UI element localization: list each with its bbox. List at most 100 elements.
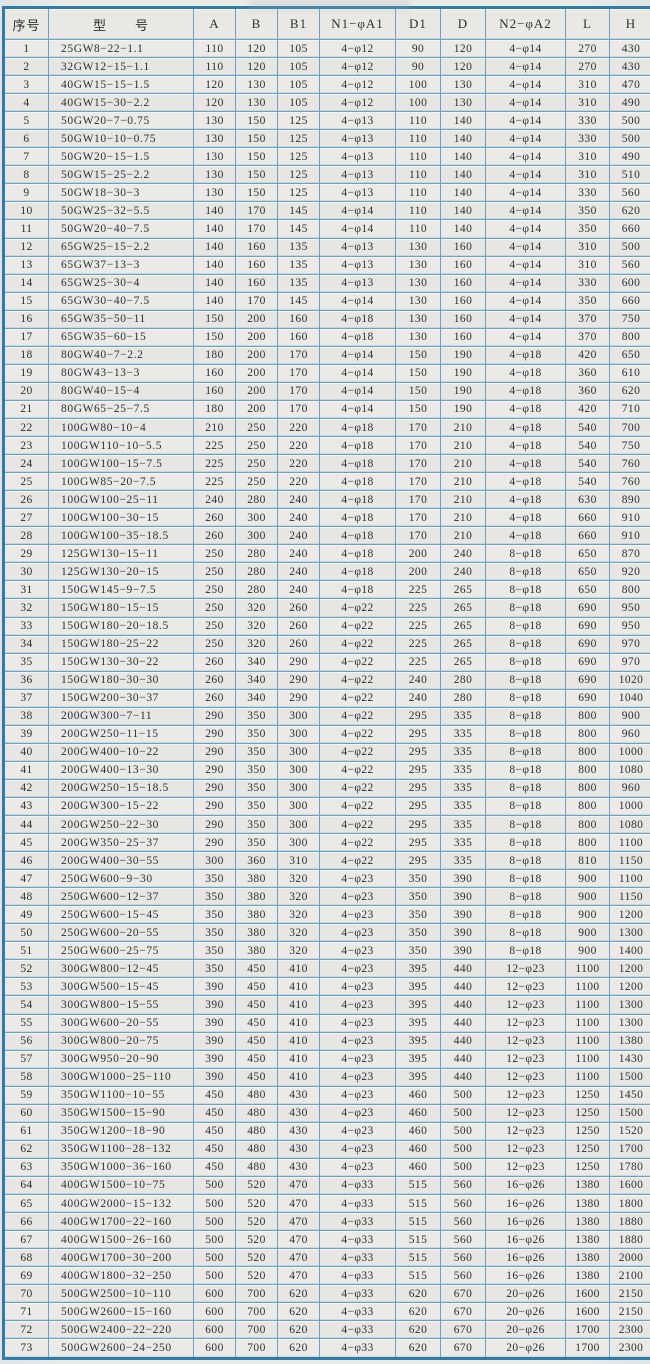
cell-value: 690 (565, 634, 610, 654)
cell-value: 4−φ14 (319, 381, 396, 401)
cell-value: 960 (609, 778, 650, 798)
cell-model: 300GW500−15−45 (48, 977, 194, 997)
cell-value: 295 (395, 796, 441, 817)
cell-value: 910 (609, 526, 650, 546)
cell-value: 160 (235, 255, 278, 275)
cell-value: 180 (193, 345, 236, 365)
cell-value: 4−φ22 (319, 833, 396, 853)
cell-value: 240 (277, 490, 320, 510)
cell-value: 600 (193, 1302, 236, 1322)
cell-value: 320 (277, 941, 320, 961)
cell-serial: 41 (3, 760, 49, 780)
cell-model: 300GW800−15−55 (48, 995, 194, 1015)
table-row: 22 100GW80−10−4 210 250 220 4−φ18 170 210 4−φ18 5… (3, 417, 650, 438)
cell-value: 4−φ14 (485, 165, 566, 185)
column-header-5: N1−φA1 (319, 7, 396, 40)
cell-value: 1000 (609, 742, 650, 762)
cell-serial: 32 (3, 598, 49, 618)
cell-model: 400GW1500−26−160 (48, 1230, 194, 1250)
cell-value: 380 (235, 923, 278, 943)
table-row: 24 100GW100−15−7.5 225 250 220 4−φ18 170 210 4−φ… (3, 454, 650, 474)
cell-value: 270 (565, 57, 610, 77)
cell-value: 450 (235, 1031, 278, 1051)
cell-value: 130 (193, 165, 236, 185)
cell-serial: 23 (3, 436, 49, 456)
table-row: 37 150GW200−30−37 260 340 290 4−φ22 240 280 8−φ1… (3, 688, 650, 708)
cell-value: 4−φ18 (319, 544, 396, 564)
cell-model: 65GW25−30−4 (48, 273, 194, 293)
cell-value: 520 (235, 1266, 278, 1286)
cell-value: 2150 (609, 1302, 650, 1322)
cell-value: 180 (193, 399, 236, 419)
cell-value: 4−φ23 (319, 1031, 396, 1051)
cell-value: 225 (395, 580, 441, 600)
cell-value: 130 (193, 183, 236, 203)
cell-value: 1380 (609, 1031, 650, 1051)
cell-model: 65GW35−60−15 (48, 327, 194, 347)
cell-value: 800 (565, 778, 610, 798)
cell-value: 170 (395, 417, 441, 438)
table-row: 43 200GW300−15−22 290 350 300 4−φ22 295 335 8−φ1… (3, 796, 650, 817)
table-row: 47 250GW600−9−30 350 380 320 4−φ23 350 390 8−φ18… (3, 869, 650, 889)
cell-value: 1300 (609, 995, 650, 1015)
cell-value: 210 (440, 417, 486, 438)
cell-value: 450 (235, 959, 278, 979)
cell-value: 340 (235, 670, 278, 690)
cell-value: 660 (565, 508, 610, 528)
cell-value: 8−φ18 (485, 634, 566, 654)
cell-value: 250 (235, 417, 278, 438)
cell-value: 90 (395, 57, 441, 77)
cell-value: 900 (565, 923, 610, 943)
cell-value: 750 (609, 436, 650, 456)
cell-value: 280 (235, 490, 278, 510)
cell-value: 515 (395, 1248, 441, 1268)
cell-value: 220 (277, 436, 320, 456)
cell-value: 410 (277, 1013, 320, 1033)
cell-value: 8−φ18 (485, 941, 566, 961)
cell-value: 450 (193, 1157, 236, 1177)
cell-value: 4−φ18 (485, 345, 566, 365)
cell-value: 290 (277, 652, 320, 672)
cell-value: 160 (235, 237, 278, 257)
cell-value: 520 (235, 1248, 278, 1268)
cell-value: 12−φ23 (485, 1139, 566, 1159)
column-header-8: N2−φA2 (485, 7, 566, 40)
cell-value: 515 (395, 1230, 441, 1250)
cell-value: 200 (395, 544, 441, 564)
cell-value: 4−φ14 (485, 129, 566, 149)
cell-model: 100GW80−10−4 (48, 417, 194, 438)
cell-value: 350 (565, 291, 610, 311)
cell-value: 225 (395, 634, 441, 654)
cell-value: 8−φ18 (485, 778, 566, 798)
cell-value: 140 (440, 147, 486, 167)
cell-value: 20−φ26 (485, 1338, 566, 1359)
cell-value: 4−φ23 (319, 1049, 396, 1069)
cell-value: 360 (565, 381, 610, 401)
cell-model: 50GW20−40−7.5 (48, 219, 194, 239)
cell-value: 4−φ13 (319, 237, 396, 257)
cell-value: 4−φ14 (319, 219, 396, 239)
cell-value: 4−φ33 (319, 1302, 396, 1322)
cell-value: 560 (440, 1175, 486, 1196)
table-row: 53 300GW500−15−45 390 450 410 4−φ23 395 440 12−φ… (3, 977, 650, 997)
cell-value: 450 (193, 1085, 236, 1105)
table-row: 18 80GW40−7−2.2 180 200 170 4−φ14 150 190 4−φ18 4… (3, 345, 650, 365)
cell-value: 4−φ14 (485, 255, 566, 275)
table-row: 63 350GW1000−36−160 450 480 430 4−φ23 460 500 12… (3, 1157, 650, 1177)
cell-value: 1380 (565, 1193, 610, 1214)
cell-value: 8−φ18 (485, 742, 566, 762)
cell-value: 900 (565, 905, 610, 925)
cell-value: 650 (565, 544, 610, 564)
cell-value: 4−φ12 (319, 75, 396, 95)
cell-value: 4−φ14 (485, 273, 566, 293)
cell-value: 520 (235, 1212, 278, 1232)
cell-value: 340 (235, 652, 278, 672)
cell-value: 4−φ23 (319, 1085, 396, 1105)
cell-serial: 3 (3, 75, 49, 95)
cell-value: 250 (193, 598, 236, 618)
cell-value: 4−φ14 (485, 291, 566, 311)
cell-value: 8−φ18 (485, 706, 566, 726)
cell-model: 125GW130−15−11 (48, 544, 194, 564)
cell-value: 145 (277, 219, 320, 239)
cell-value: 390 (193, 1031, 236, 1051)
